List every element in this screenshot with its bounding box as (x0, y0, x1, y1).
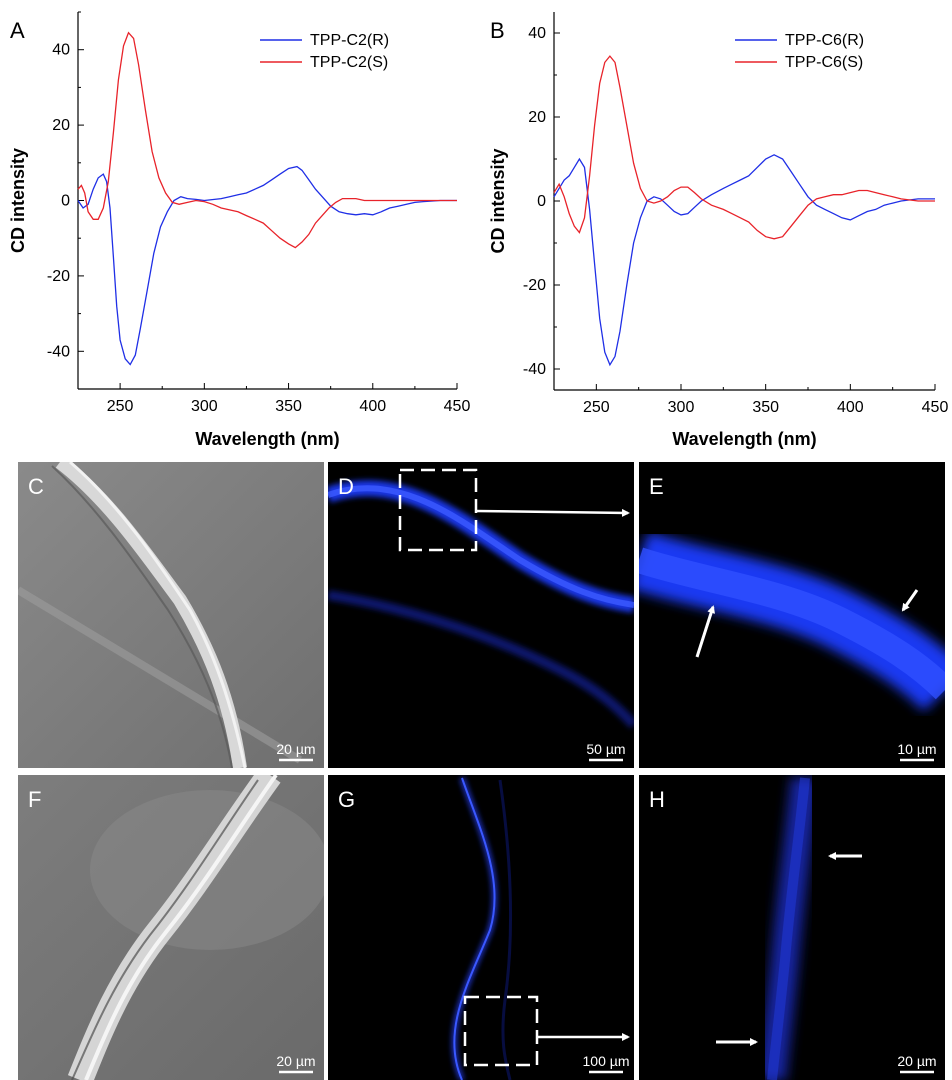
fluorescent-fiber-g-faint (498, 779, 512, 1080)
cd-chart-a: 250 300 350 400 450 -40 -20 0 20 40 TPP-C2(R) TPP-C… (8, 11, 471, 449)
fluorescent-fiber-h-core (767, 777, 810, 1080)
panel-label: B (490, 18, 505, 43)
x-axis-title: Wavelength (nm) (672, 429, 816, 449)
y-axis-title: CD intensity (488, 148, 508, 253)
micrograph-f (18, 775, 324, 1080)
legend-label: TPP-C6(S) (785, 54, 863, 71)
scale-bar-label: 10 µm (897, 741, 936, 757)
y-tick-label: -20 (47, 268, 70, 285)
micrograph-panel-label: C (28, 474, 44, 499)
micrograph-labels: C 20 µm D 50 µm E 10 µm F 20 µm G 100 µm H 20 µm (28, 474, 937, 1074)
sem-twisted-fiber-f (67, 775, 281, 1080)
zoom-box-g (463, 995, 539, 1067)
sem-background-fiber (18, 586, 303, 764)
scale-bar-label: 100 µm (583, 1053, 630, 1069)
fluorescent-fiber-zoom-core (639, 547, 945, 700)
series-line-TPP-C2(R) (77, 165, 457, 366)
legend-label: TPP-C6(R) (785, 32, 864, 49)
sem-twisted-fiber-shadow (51, 465, 233, 768)
y-tick-label: 20 (52, 117, 70, 134)
micrograph-g (328, 775, 634, 1080)
sem-twisted-fiber-f-shadow (71, 779, 259, 1080)
micrograph-g-background (328, 775, 634, 1080)
fluorescent-fiber-secondary (328, 590, 634, 729)
cd-chart-b: 250 300 350 400 450 -40 -20 0 20 40 TPP-C6(R) TPP-C… (488, 12, 948, 449)
scale-bar-label: 20 µm (276, 1053, 315, 1069)
micrograph-panel-label: G (338, 787, 355, 812)
y-tick-label: 40 (52, 42, 70, 59)
twist-arrow-e2 (901, 589, 919, 612)
x-tick-label: 400 (837, 399, 864, 416)
y-tick-label: 40 (528, 25, 546, 42)
x-tick-label: 450 (444, 398, 471, 415)
y-tick-label: 0 (537, 193, 546, 210)
x-tick-label: 250 (583, 399, 610, 416)
sem-twisted-fiber-f-highlight (84, 775, 278, 1080)
y-axis-title: CD intensity (8, 148, 28, 253)
legend-label: TPP-C2(S) (310, 54, 388, 71)
zoom-box-d (398, 468, 478, 552)
scale-bar-label: 20 µm (276, 741, 315, 757)
micrograph-d (328, 462, 634, 768)
y-tick-label: -40 (523, 361, 546, 378)
series-line-TPP-C6(R) (553, 154, 935, 367)
panel-label: A (10, 18, 25, 43)
x-tick-label: 300 (668, 399, 695, 416)
y-tick-label: 0 (61, 193, 70, 210)
fluorescent-fiber-core (328, 485, 634, 608)
micrograph-h (639, 775, 945, 1080)
sem-twisted-fiber (55, 462, 247, 768)
series-line-TPP-C2(S) (77, 31, 457, 249)
zoom-arrow-d (475, 508, 630, 517)
x-tick-label: 250 (107, 398, 134, 415)
scale-bar-label: 20 µm (897, 1053, 936, 1069)
micrograph-c (18, 462, 324, 768)
x-tick-label: 450 (922, 399, 949, 416)
micrograph-e (639, 462, 945, 768)
y-tick-label: -20 (523, 277, 546, 294)
twist-arrow-e1 (695, 605, 715, 658)
y-tick-label: -40 (47, 343, 70, 360)
micrograph-panel-label: F (28, 787, 41, 812)
series-line-TPP-C6(S) (553, 55, 935, 240)
x-tick-label: 350 (275, 398, 302, 415)
micrograph-d-background (328, 462, 634, 768)
micrograph-panel-label: E (649, 474, 664, 499)
sem-twisted-fiber-edge (69, 462, 247, 768)
legend-label: TPP-C2(R) (310, 32, 389, 49)
fluorescent-fiber-g-core (453, 777, 496, 1080)
x-tick-label: 400 (359, 398, 386, 415)
x-tick-label: 350 (752, 399, 779, 416)
x-tick-label: 300 (191, 398, 218, 415)
y-tick-label: 20 (528, 109, 546, 126)
x-axis-title: Wavelength (nm) (195, 429, 339, 449)
micrograph-panel-label: D (338, 474, 354, 499)
scale-bar-label: 50 µm (586, 741, 625, 757)
micrograph-panel-label: H (649, 787, 665, 812)
